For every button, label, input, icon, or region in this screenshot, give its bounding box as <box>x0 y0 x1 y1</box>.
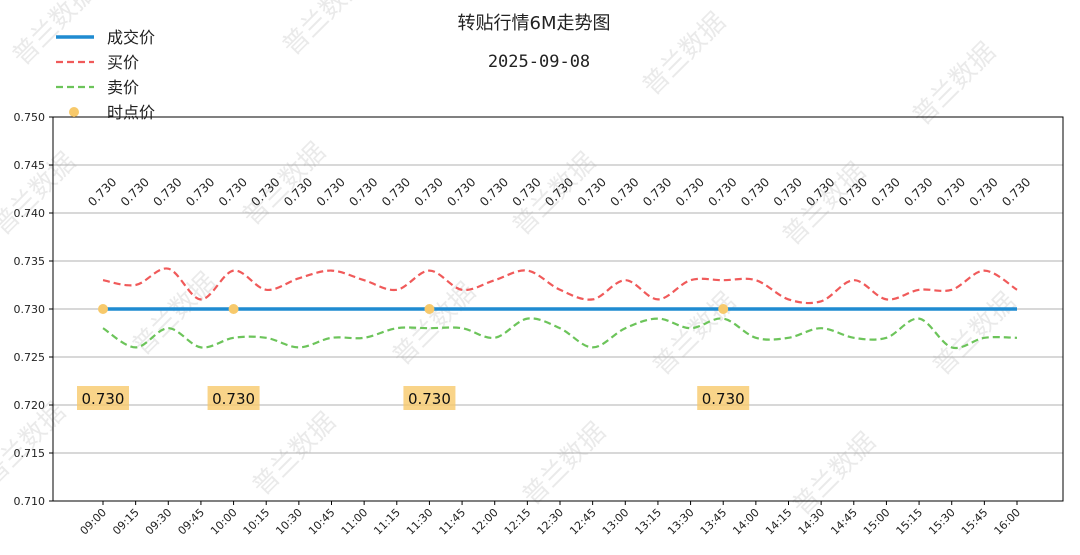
price-label: 0.730 <box>705 175 739 209</box>
price-label: 0.730 <box>346 175 380 209</box>
time-point-label-box <box>697 386 750 410</box>
price-label: 0.730 <box>85 175 119 209</box>
watermark-text: 普兰数据 <box>647 287 742 382</box>
x-tick-label: 12:30 <box>535 506 567 538</box>
x-tick-label: 11:45 <box>437 506 469 538</box>
price-label: 0.730 <box>967 175 1001 209</box>
x-tick-label: 10:15 <box>241 506 273 538</box>
time-point-label: 0.730 <box>408 390 451 408</box>
x-tick-label: 12:00 <box>469 506 501 538</box>
x-tick-label: 12:45 <box>567 506 599 538</box>
time-point-label-box <box>77 386 129 410</box>
x-tick-label: 14:45 <box>828 506 860 538</box>
x-tick-label: 10:45 <box>306 506 338 538</box>
watermark-text: 普兰数据 <box>787 427 882 522</box>
price-label: 0.730 <box>151 175 185 209</box>
time-point-marker <box>718 304 729 314</box>
time-point-label-box <box>207 386 260 410</box>
y-tick-label: 0.715 <box>14 447 46 460</box>
y-tick-label: 0.735 <box>14 255 46 268</box>
watermark-text: 普兰数据 <box>247 407 342 502</box>
x-tick-label: 13:00 <box>600 506 632 538</box>
price-label: 0.730 <box>640 175 674 209</box>
price-label: 0.730 <box>183 175 217 209</box>
price-label: 0.730 <box>118 175 152 209</box>
price-label: 0.730 <box>379 175 413 209</box>
watermark-text: 普兰数据 <box>637 7 732 102</box>
x-tick-label: 15:15 <box>894 506 926 538</box>
price-label: 0.730 <box>934 175 968 209</box>
ask-price-line <box>102 317 1018 350</box>
y-tick-label: 0.745 <box>14 159 46 172</box>
series-layer <box>102 267 1018 350</box>
legend-time-point-marker <box>69 107 79 117</box>
y-tick-label: 0.725 <box>14 351 46 364</box>
time-point-label: 0.730 <box>82 390 125 408</box>
x-tick-label: 15:30 <box>926 506 958 538</box>
price-label: 0.730 <box>477 175 511 209</box>
x-tick-label: 13:15 <box>632 506 664 538</box>
x-tick-label: 13:30 <box>665 506 697 538</box>
price-label: 0.730 <box>412 175 446 209</box>
x-tick-label: 09:15 <box>110 506 142 538</box>
x-tick-label: 12:15 <box>502 506 534 538</box>
y-tick-label: 0.740 <box>14 207 46 220</box>
x-tick-label: 13:45 <box>698 506 730 538</box>
y-tick-label: 0.710 <box>14 495 46 508</box>
x-tick-label: 10:00 <box>208 506 240 538</box>
watermark-text: 普兰数据 <box>907 37 1002 132</box>
x-tick-label: 10:30 <box>273 506 305 538</box>
x-tick-label: 15:45 <box>959 506 991 538</box>
legend-bid-price-label: 买价 <box>107 53 139 72</box>
time-point-marker <box>228 304 239 314</box>
price-label: 0.730 <box>608 175 642 209</box>
time-point-marker <box>98 304 108 314</box>
price-label: 0.730 <box>771 175 805 209</box>
x-tick-label: 11:15 <box>371 506 403 538</box>
watermark-text: 普兰数据 <box>777 157 872 252</box>
y-axis: 0.710 0.715 0.720 0.725 0.730 0.735 0.740 0.745… <box>14 111 53 508</box>
x-tick-label: 14:00 <box>730 506 762 538</box>
x-tick-label: 11:30 <box>404 506 436 538</box>
watermark-text: 普兰数据 <box>277 0 372 62</box>
legend-deal-price-label: 成交价 <box>107 28 155 47</box>
watermark-text: 普兰数据 <box>387 277 482 372</box>
chart-title: 转贴行情6M走势图 <box>458 13 611 34</box>
x-tick-label: 16:00 <box>992 506 1024 538</box>
chart-subtitle: 2025-09-08 <box>488 52 590 72</box>
time-point-label: 0.730 <box>212 390 255 408</box>
watermark-text: 普兰数据 <box>237 137 332 232</box>
legend-time-point-label: 时点价 <box>107 103 155 122</box>
price-label: 0.730 <box>999 175 1033 209</box>
x-tick-label: 15:00 <box>861 506 893 538</box>
x-tick-label: 11:00 <box>339 506 371 538</box>
x-axis: 09:00 09:15 09:30 09:45 10:00 10:15 10:30 10:45… <box>78 501 1024 538</box>
price-label: 0.730 <box>901 175 935 209</box>
price-label: 0.730 <box>314 175 348 209</box>
y-tick-label: 0.730 <box>14 303 46 316</box>
price-label: 0.730 <box>673 175 707 209</box>
y-tick-label: 0.720 <box>14 399 46 412</box>
price-label: 0.730 <box>738 175 772 209</box>
x-tick-label: 09:00 <box>78 506 110 538</box>
point-markers: 0.730 0.730 0.730 0.730 <box>77 304 750 410</box>
price-label: 0.730 <box>444 175 478 209</box>
legend-ask-price-label: 卖价 <box>107 78 139 97</box>
x-tick-label: 09:45 <box>175 506 207 538</box>
watermark-text: 普兰数据 <box>517 417 612 512</box>
time-point-marker <box>424 304 435 314</box>
watermark-text: 普兰数据 <box>927 287 1022 382</box>
y-tick-label: 0.750 <box>14 111 46 124</box>
x-tick-label: 14:15 <box>763 506 795 538</box>
x-tick-label: 09:30 <box>143 506 175 538</box>
price-label: 0.730 <box>869 175 903 209</box>
time-point-label-box <box>403 386 456 410</box>
bid-price-line <box>102 267 1018 305</box>
time-point-label: 0.730 <box>702 390 745 408</box>
